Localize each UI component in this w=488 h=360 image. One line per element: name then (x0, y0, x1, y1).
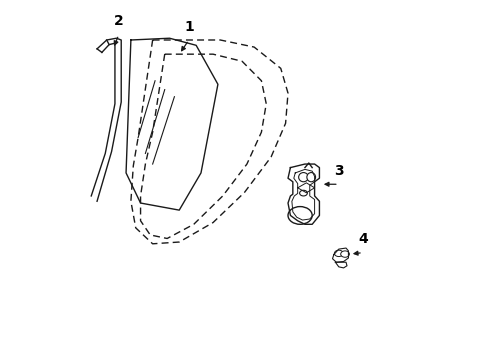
Circle shape (299, 190, 307, 196)
Circle shape (340, 251, 349, 257)
Ellipse shape (298, 172, 308, 182)
Circle shape (287, 207, 311, 224)
Text: 3: 3 (333, 164, 343, 178)
Ellipse shape (306, 172, 315, 182)
Text: 1: 1 (183, 19, 193, 33)
Text: 4: 4 (357, 232, 367, 246)
Circle shape (334, 250, 343, 257)
Text: 2: 2 (114, 14, 123, 28)
